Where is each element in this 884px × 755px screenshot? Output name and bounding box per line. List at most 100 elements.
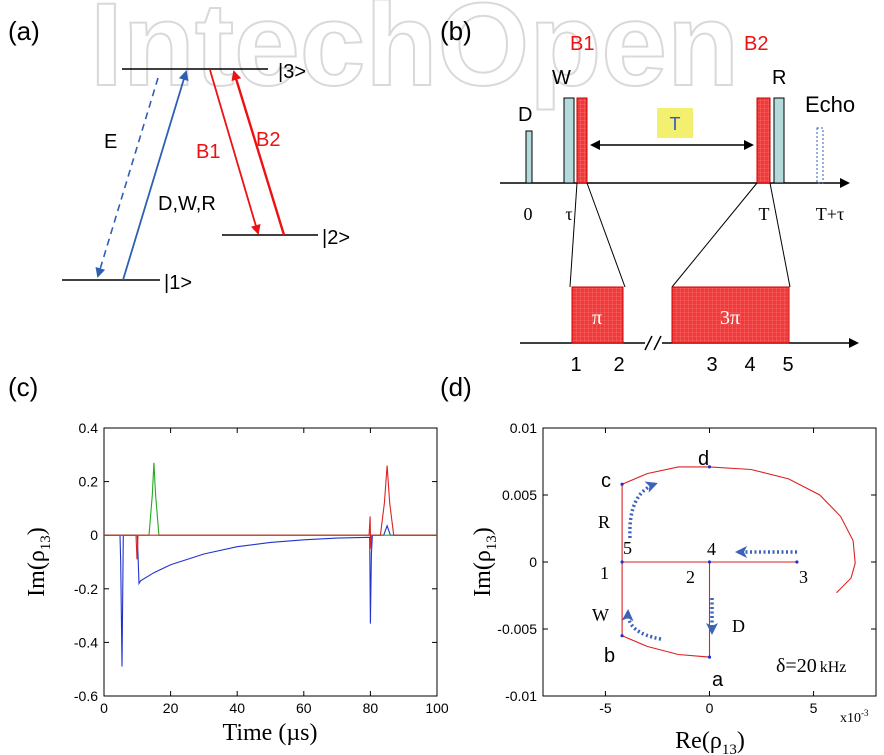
plot-d-ytick-label: -0.01 xyxy=(505,688,537,704)
delay-label: T xyxy=(670,114,681,134)
plot-d-point-marker xyxy=(707,560,712,564)
plot-c-series-line xyxy=(104,524,437,667)
plot-c-ytick-label: 0.2 xyxy=(79,474,99,490)
plot-c-xtick-label: 60 xyxy=(296,700,312,716)
plot-d-xtick-label: -5 xyxy=(599,700,612,716)
transition-label-r: R xyxy=(598,512,610,532)
plot-d-series xyxy=(620,465,856,659)
tick-t-plus-tau: T+τ xyxy=(816,204,844,224)
transition-b1-arrow xyxy=(209,69,261,235)
plot-d-xlabel: Re(ρ13) xyxy=(675,728,745,755)
level-2-label: |2> xyxy=(322,227,350,249)
level-3-label: |3> xyxy=(278,61,306,83)
pulse-3pi-label: 3π xyxy=(720,307,740,329)
plot-d-series-line xyxy=(621,466,856,658)
plot-c-xlabel: Time (µs) xyxy=(223,720,318,746)
zoom-point-4: 4 xyxy=(744,354,755,376)
tick-t: T xyxy=(759,204,770,224)
plot-c-xtick-label: 20 xyxy=(163,700,179,716)
plot-c-series-line xyxy=(104,465,437,560)
zoom-pulse-pi xyxy=(571,286,624,344)
zoom-point-3: 3 xyxy=(706,354,717,376)
panel-c: (c) 0.40.20-0.2-0.4-0.60 20 40 60 80 100 Time… xyxy=(8,372,449,746)
zoom-line xyxy=(671,182,758,288)
point-label-d: d xyxy=(698,448,709,470)
zoom-line xyxy=(769,182,791,288)
point-label-c: c xyxy=(601,470,611,492)
transition-e-arrow xyxy=(95,77,159,278)
plot-c-ytick-label: 0.4 xyxy=(79,420,99,436)
watermark: IntechOpen xyxy=(90,0,739,111)
pulse-b1 xyxy=(576,97,588,184)
axis-break xyxy=(653,335,662,351)
pulse-pi-label: π xyxy=(592,307,602,329)
panel-d: (d) 0.01 0.005 0 -0.005 -0.01 -5 0 5 Re(ρ13) Im… xyxy=(440,372,877,755)
delay-label-box xyxy=(657,108,693,138)
zoom-point-5: 5 xyxy=(782,354,793,376)
flow-arrow xyxy=(628,481,658,539)
plot-d-x-multiplier: x10-3 xyxy=(840,708,869,726)
pulse-b1-label: B1 xyxy=(570,33,594,55)
pulse-r-label: R xyxy=(772,67,786,89)
tick-0: 0 xyxy=(524,204,533,224)
plot-d-ticks: 0.01 0.005 0 -0.005 -0.01 -5 0 5 xyxy=(497,420,876,716)
plot-c-xtick-label: 0 xyxy=(100,700,108,716)
plot-d-ytick-label: 0.005 xyxy=(502,487,537,503)
plot-d-point-marker xyxy=(707,655,712,659)
pulse-r xyxy=(773,97,785,184)
detuning-label: δ=20 kHz xyxy=(776,655,846,677)
plot-c-ytick-label: -0.4 xyxy=(74,634,98,650)
panel-b: (b) D W B1 B2 R Echo T 0 τ T T+τ π 3π 1 … xyxy=(440,16,859,376)
plot-c-frame xyxy=(103,427,438,697)
plot-d-xtick-label: 0 xyxy=(706,700,714,716)
panel-a: (a) |3> |2> |1> E D,W,R B1 B2 xyxy=(8,16,350,294)
transition-b2-arrow xyxy=(231,70,286,236)
plot-c-xtick-label: 40 xyxy=(229,700,245,716)
panel-b-label: (b) xyxy=(440,16,472,46)
point-label-5: 5 xyxy=(623,538,632,558)
plot-c-series xyxy=(104,462,437,667)
plot-c-ticks: 0.40.20-0.2-0.4-0.60 20 40 60 80 100 xyxy=(74,420,449,716)
plot-d-ylabel: Im(ρ13) xyxy=(470,527,500,597)
plot-c-xtick-label: 100 xyxy=(425,700,449,716)
plot-d-point-marker xyxy=(620,560,624,564)
point-label-2: 2 xyxy=(686,567,695,587)
transition-dwr-label: D,W,R xyxy=(158,193,216,215)
pulse-b2-label: B2 xyxy=(744,33,768,55)
plot-d-point-marker xyxy=(707,465,712,469)
pulse-w-label: W xyxy=(552,67,571,89)
point-label-4: 4 xyxy=(707,539,716,559)
plot-c-ylabel: Im(ρ13) xyxy=(24,527,54,597)
plot-d-ytick-label: -0.005 xyxy=(497,621,537,637)
plot-d-ytick-label: 0.01 xyxy=(510,420,537,436)
zoom-pulse-3pi xyxy=(671,286,790,344)
echo-label: Echo xyxy=(805,92,855,117)
axis-break xyxy=(644,335,653,351)
plot-d-ytick-label: 0 xyxy=(529,554,537,570)
point-label-a: a xyxy=(712,669,724,691)
plot-d-point-marker xyxy=(795,560,799,564)
plot-c-xtick-label: 80 xyxy=(363,700,379,716)
transition-label-w: W xyxy=(592,605,609,625)
panel-c-label: (c) xyxy=(8,372,38,402)
zoom-point-2: 2 xyxy=(613,354,624,376)
point-label-1: 1 xyxy=(600,563,609,583)
transition-b2-label: B2 xyxy=(256,129,280,151)
tick-tau: τ xyxy=(565,204,572,224)
point-label-3: 3 xyxy=(799,567,808,587)
panel-d-label: (d) xyxy=(440,372,472,402)
pulse-w xyxy=(563,97,575,184)
pulse-d-label: D xyxy=(518,104,532,126)
pulse-b2 xyxy=(756,97,771,184)
transition-dwr-arrow xyxy=(122,70,189,281)
zoom-point-1: 1 xyxy=(570,354,581,376)
echo-pulse xyxy=(816,127,824,184)
transition-label-d: D xyxy=(732,616,745,636)
point-label-b: b xyxy=(604,645,615,667)
transition-b1-label: B1 xyxy=(196,141,220,163)
plot-d-xtick-label: 5 xyxy=(810,700,818,716)
plot-c-ytick-label: -0.2 xyxy=(74,581,98,597)
panel-a-label: (a) xyxy=(8,16,40,46)
zoom-line xyxy=(586,182,626,288)
